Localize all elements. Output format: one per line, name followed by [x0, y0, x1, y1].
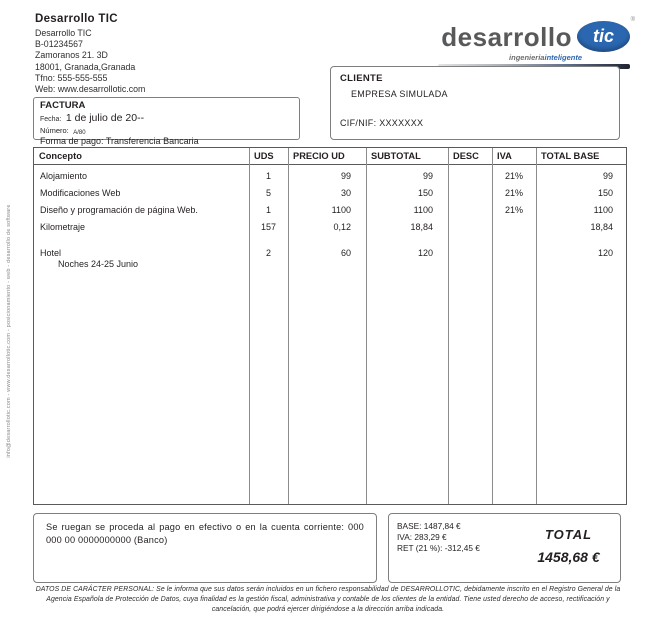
invoice-date-value: 1 de julio de 20--	[65, 112, 145, 124]
logo-tagline: ingenieriainteligente	[438, 53, 582, 62]
totals-box: BASE: 1487,84 € IVA: 283,29 € RET (21 %)…	[388, 513, 621, 583]
tagline-gray: ingenieria	[509, 53, 545, 62]
company-tax-id: B-01234567	[35, 39, 83, 50]
company-logo: desarrollo tic ® ingenieriainteligente	[438, 17, 635, 69]
header-uds: UDS	[254, 151, 274, 161]
column-divider	[492, 148, 493, 504]
row-iva: 21%	[504, 205, 523, 215]
row-subtotal: 120	[417, 248, 433, 258]
row-concept: Alojamiento	[40, 171, 88, 181]
row-subtotal: 18,84	[410, 222, 433, 232]
row-concept: Kilometraje	[40, 222, 86, 232]
row-total: 150	[597, 188, 613, 198]
column-divider	[366, 148, 367, 504]
row-iva: 21%	[504, 188, 523, 198]
invoice-number-label: Número:	[40, 126, 69, 135]
row-iva	[492, 248, 536, 270]
invoice-meta-box: FACTURA Fecha: 1 de julio de 20-- Número…	[33, 97, 300, 146]
row-uds: 5	[265, 188, 271, 198]
column-divider	[536, 148, 537, 504]
invoice-title: FACTURA	[40, 100, 86, 111]
header-total-base: TOTAL BASE	[541, 151, 600, 161]
totals-breakdown: BASE: 1487,84 € IVA: 283,29 € RET (21 %)…	[397, 521, 525, 575]
row-uds: 2	[265, 248, 271, 258]
row-uds: 1	[265, 205, 271, 215]
client-box: CLIENTE EMPRESA SIMULADA CIF/NIF: XXXXXX…	[330, 66, 620, 140]
row-desc	[448, 188, 492, 199]
company-website: Web: www.desarrollotic.com	[35, 84, 146, 95]
invoice-number-value: A/80	[73, 130, 86, 136]
tagline-blue: inteligente	[544, 53, 582, 62]
header-desc: DESC	[453, 151, 479, 161]
registered-trademark-icon: ®	[630, 17, 635, 23]
total-label: TOTAL	[544, 527, 593, 542]
row-desc	[448, 171, 492, 182]
client-cif: CIF/NIF: XXXXXXX	[340, 118, 424, 128]
row-subtotal: 150	[417, 188, 433, 198]
row-price: 0,12	[333, 222, 351, 232]
company-block: Desarrollo TIC Desarrollo TIC B-01234567…	[35, 13, 145, 95]
column-divider	[448, 148, 449, 504]
row-price: 60	[340, 248, 351, 258]
table-row: Modificaciones Web 5 30 150 21% 150	[34, 188, 626, 199]
row-subtotal: 99	[422, 171, 433, 181]
row-price: 99	[340, 171, 351, 181]
company-city: 18001, Granada,Granada	[35, 61, 136, 72]
header-subtotal: SUBTOTAL	[371, 151, 421, 161]
logo-tic-badge: tic	[577, 21, 630, 52]
row-concept: Diseño y programación de página Web.	[40, 205, 198, 215]
legal-footer: DATOS DE CARÁCTER PERSONAL: Se le inform…	[35, 586, 621, 613]
invoice-date-label: Fecha:	[40, 116, 62, 123]
row-concept: Hotel Noches 24-25 Junio	[34, 248, 249, 270]
row-concept-line2: Noches 24-25 Junio	[58, 259, 139, 269]
totals-ret: RET (21 %): -312,45 €	[397, 543, 480, 553]
row-total: 120	[597, 248, 613, 258]
totals-base: BASE: 1487,84 €	[397, 521, 461, 531]
row-subtotal: 1100	[413, 205, 433, 215]
row-uds: 157	[260, 222, 277, 232]
header-iva: IVA	[497, 151, 512, 161]
invoice-number-line: Número: A/80	[40, 125, 293, 136]
row-total: 99	[602, 171, 613, 181]
header-concepto: Concepto	[39, 151, 82, 161]
row-total: 1100	[593, 205, 613, 215]
client-box-title: CLIENTE	[340, 73, 383, 84]
company-address: Zamoranos 21. 3D	[35, 50, 108, 61]
company-name: Desarrollo TIC	[35, 13, 118, 25]
column-divider	[249, 148, 250, 504]
row-concept: Modificaciones Web	[40, 188, 121, 198]
row-price: 30	[340, 188, 351, 198]
row-desc	[448, 222, 492, 233]
table-row: Hotel Noches 24-25 Junio 2 60 120 120	[34, 248, 626, 270]
sidebar-vertical-text: info@desarrollotic.com - www.desarrollot…	[6, 204, 12, 458]
company-legal-name: Desarrollo TIC	[35, 28, 92, 38]
payment-note-box: Se ruegan se proceda al pago en efectivo…	[33, 513, 377, 583]
totals-grand: TOTAL 1458,68 €	[525, 521, 612, 575]
table-row: Kilometraje 157 0,12 18,84 18,84	[34, 222, 626, 233]
total-value: 1458,68 €	[537, 549, 600, 565]
line-items-table: Concepto UDS PRECIO UD SUBTOTAL DESC IVA…	[33, 147, 627, 505]
payment-note-text: Se ruegan se proceda al pago en efectivo…	[46, 522, 364, 545]
column-divider	[288, 148, 289, 504]
header-precio-ud: PRECIO UD	[293, 151, 345, 161]
totals-iva: IVA: 283,29 €	[397, 532, 447, 542]
table-header-row: Concepto UDS PRECIO UD SUBTOTAL DESC IVA…	[34, 148, 626, 165]
client-name: EMPRESA SIMULADA	[351, 89, 448, 99]
row-desc	[448, 205, 492, 216]
invoice-date-line: Fecha: 1 de julio de 20--	[40, 111, 293, 125]
table-row: Diseño y programación de página Web. 1 1…	[34, 205, 626, 216]
company-phone: Tfno: 555-555-555	[35, 72, 108, 83]
row-uds: 1	[265, 171, 271, 181]
row-iva	[492, 222, 536, 233]
row-concept-line1: Hotel	[40, 248, 62, 258]
row-price: 1100	[331, 205, 351, 215]
logo-wordmark: desarrollo	[441, 21, 572, 52]
row-total: 18,84	[590, 222, 613, 232]
row-desc	[448, 248, 492, 270]
row-iva: 21%	[504, 171, 523, 181]
invoice-payment-method: Forma de pago: Transferencia Bancaria	[40, 136, 199, 146]
table-row: Alojamiento 1 99 99 21% 99	[34, 171, 626, 182]
